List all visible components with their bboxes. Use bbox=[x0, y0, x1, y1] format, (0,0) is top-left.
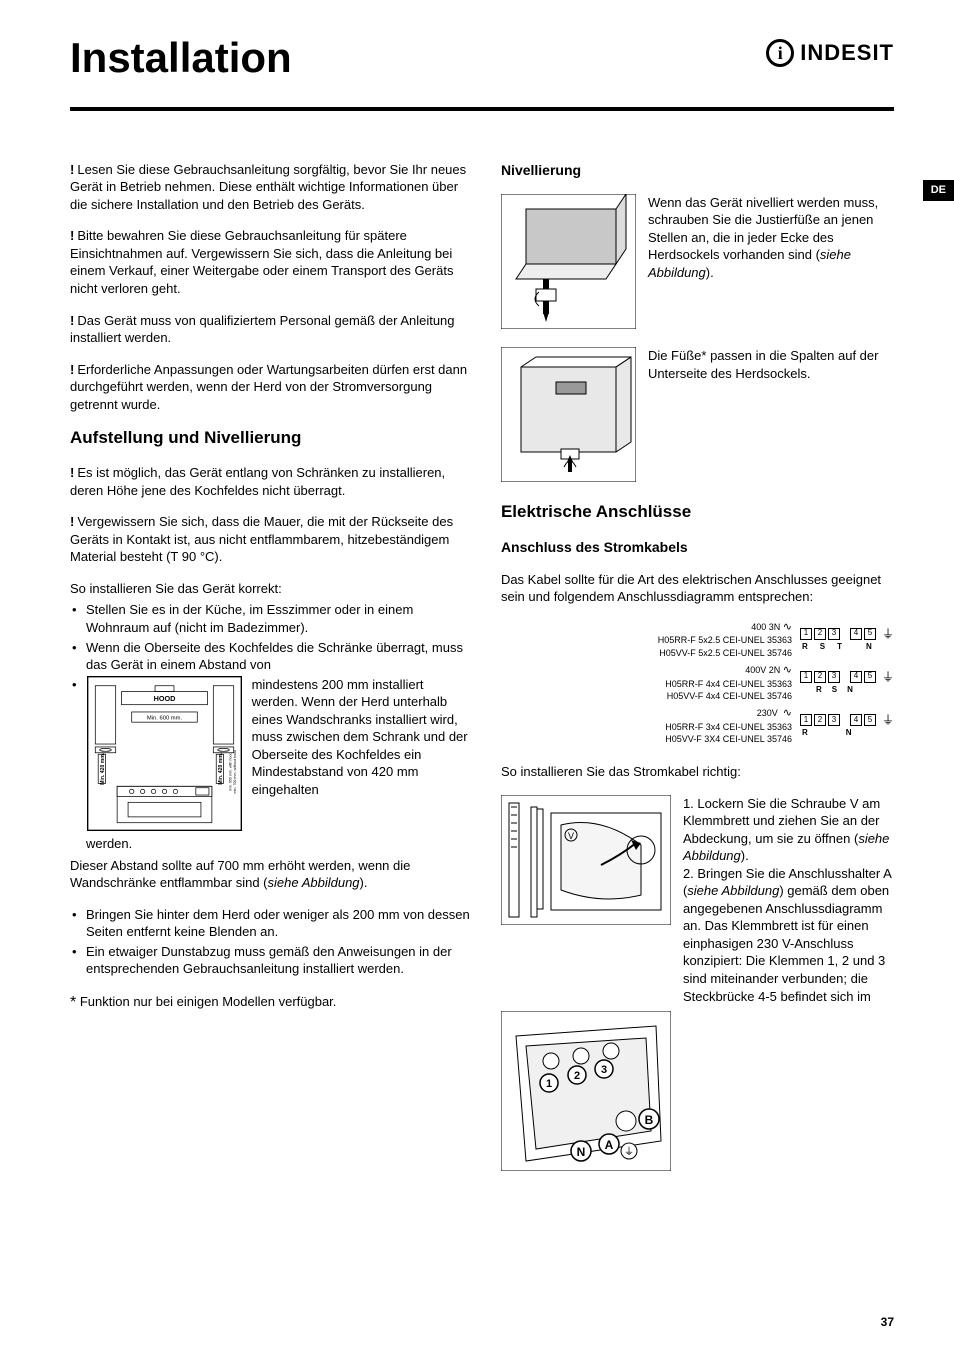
section-heading: Aufstellung und Nivellierung bbox=[70, 427, 471, 450]
svg-text:⏚: ⏚ bbox=[624, 1146, 634, 1158]
terminal-letters: RSTN bbox=[802, 642, 894, 653]
footnote: * Funktion nur bei einigen Modellen verf… bbox=[70, 992, 471, 1014]
terminal-block: 1 2 3 N A B ⏚ bbox=[501, 1011, 894, 1176]
brand-logo: i INDESIT bbox=[766, 38, 894, 68]
terminal-letters: RSN bbox=[802, 685, 894, 696]
bullet-list: Stellen Sie es in der Küche, im Esszimme… bbox=[70, 601, 471, 673]
wrap-text: mindestens 200 mm installiert werden. We… bbox=[252, 676, 471, 799]
leveling-block: Wenn das Gerät nivelliert werden muss, s… bbox=[501, 194, 894, 334]
terminal-numbers: 123 45 ⏚ bbox=[800, 669, 894, 685]
svg-text:min. 700 mm. without hood: min. 700 mm. without hood bbox=[232, 750, 236, 794]
wiring-label: 230V ∿ H05RR-F 3x4 CEI-UNEL 35363 H05VV-… bbox=[665, 706, 792, 745]
sub-heading: Anschluss des Stromkabels bbox=[501, 538, 894, 557]
content-columns: Lesen Sie diese Gebrauchsanleitung sorgf… bbox=[70, 161, 894, 1176]
body-text: Das Kabel sollte für die Art des elektri… bbox=[501, 571, 894, 606]
page-header: Installation i INDESIT bbox=[70, 30, 894, 87]
svg-text:B: B bbox=[645, 1113, 654, 1127]
wiring-label: 400 3N ∿ H05RR-F 5x2.5 CEI-UNEL 35363 H0… bbox=[658, 620, 792, 659]
body-text: So installieren Sie das Gerät korrekt: bbox=[70, 580, 471, 598]
wiring-row: 400 3N ∿ H05RR-F 5x2.5 CEI-UNEL 35363 H0… bbox=[501, 620, 894, 659]
clamp-block: V 1. Lockern Sie die Schraube V am Klemm… bbox=[501, 795, 894, 1006]
svg-text:min. 650 mm. with hood: min. 650 mm. with hood bbox=[228, 752, 232, 790]
warning-text: Vergewissern Sie sich, dass die Mauer, d… bbox=[70, 513, 471, 566]
hood-figure-block: • HOOD bbox=[70, 676, 471, 853]
svg-text:1: 1 bbox=[546, 1078, 552, 1090]
feet-text: Die Füße* passen in die Spalten auf der … bbox=[648, 347, 894, 382]
list-item: Bringen Sie hinter dem Herd oder weniger… bbox=[70, 906, 471, 941]
leveling-text: Wenn das Gerät nivelliert werden muss, s… bbox=[648, 194, 894, 282]
svg-text:3: 3 bbox=[601, 1064, 607, 1076]
left-column: Lesen Sie diese Gebrauchsanleitung sorgf… bbox=[70, 161, 471, 1176]
logo-icon: i bbox=[766, 39, 794, 67]
section-heading: Elektrische Anschlüsse bbox=[501, 501, 894, 524]
wiring-row: 400V 2N ∿ H05RR-F 4x4 CEI-UNEL 35363 H05… bbox=[501, 663, 894, 702]
terminal-numbers: 123 45 ⏚ bbox=[800, 626, 894, 642]
warning-text: Es ist möglich, das Gerät entlang von Sc… bbox=[70, 464, 471, 499]
warning-text: Lesen Sie diese Gebrauchsanleitung sorgf… bbox=[70, 161, 471, 214]
svg-text:2: 2 bbox=[574, 1070, 580, 1082]
body-text: So installieren Sie das Stromkabel richt… bbox=[501, 763, 894, 781]
leveling-figure bbox=[501, 194, 636, 334]
body-text: Dieser Abstand sollte auf 700 mm erhöht … bbox=[70, 857, 471, 892]
wiring-diagram: 400 3N ∿ H05RR-F 5x2.5 CEI-UNEL 35363 H0… bbox=[501, 620, 894, 745]
terminal-letters: RN bbox=[802, 728, 894, 739]
svg-text:V: V bbox=[568, 831, 574, 841]
step-text: 1. Lockern Sie die Schraube V am Klemmbr… bbox=[683, 795, 894, 1006]
wiring-label: 400V 2N ∿ H05RR-F 4x4 CEI-UNEL 35363 H05… bbox=[665, 663, 792, 702]
brand-name: INDESIT bbox=[800, 38, 894, 68]
svg-text:N: N bbox=[577, 1145, 586, 1159]
header-divider bbox=[70, 107, 894, 111]
warning-text: Das Gerät muss von qualifiziertem Person… bbox=[70, 312, 471, 347]
wrap-cont: werden. bbox=[70, 835, 471, 853]
terminal-numbers: 123 45 ⏚ bbox=[800, 712, 894, 728]
page-title: Installation bbox=[70, 30, 292, 87]
warning-text: Bitte bewahren Sie diese Gebrauchsanleit… bbox=[70, 227, 471, 297]
list-item: Stellen Sie es in der Küche, im Esszimme… bbox=[70, 601, 471, 636]
svg-text:HOOD: HOOD bbox=[153, 694, 175, 703]
svg-text:A: A bbox=[605, 1138, 614, 1152]
svg-text:Min. 420 mm.: Min. 420 mm. bbox=[218, 752, 224, 785]
wiring-row: 230V ∿ H05RR-F 3x4 CEI-UNEL 35363 H05VV-… bbox=[501, 706, 894, 745]
bullet-list: Bringen Sie hinter dem Herd oder weniger… bbox=[70, 906, 471, 978]
list-item: Ein etwaiger Dunstabzug muss gemäß den A… bbox=[70, 943, 471, 978]
svg-text:Min. 600 mm.: Min. 600 mm. bbox=[146, 715, 182, 721]
language-tag: DE bbox=[923, 180, 954, 201]
list-item: Wenn die Oberseite des Kochfeldes die Sc… bbox=[70, 639, 471, 674]
terminal-figure: 1 2 3 N A B ⏚ bbox=[501, 1011, 671, 1176]
feet-block: Die Füße* passen in die Spalten auf der … bbox=[501, 347, 894, 487]
warning-text: Erforderliche Anpassungen oder Wartungsa… bbox=[70, 361, 471, 414]
right-column: Nivellierung Wenn das Gerät nivelliert w… bbox=[501, 161, 894, 1176]
page-number: 37 bbox=[881, 1314, 894, 1330]
hood-diagram: HOOD Min. 600 mm. bbox=[87, 676, 242, 836]
feet-figure bbox=[501, 347, 636, 487]
clamp-opening-figure: V bbox=[501, 795, 671, 930]
svg-text:Min. 420 mm.: Min. 420 mm. bbox=[100, 752, 106, 785]
sub-heading: Nivellierung bbox=[501, 161, 894, 180]
